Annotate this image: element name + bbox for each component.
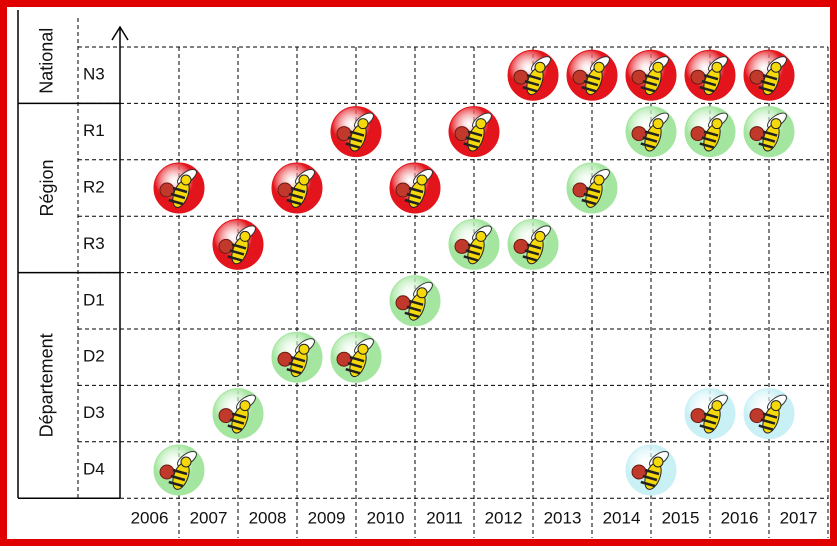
- year-label: 2011: [426, 508, 463, 527]
- team-icon: [154, 445, 204, 495]
- year-label: 2009: [308, 508, 346, 527]
- team-icon: [744, 389, 794, 439]
- level-label: D1: [83, 290, 105, 309]
- team-icon: [508, 219, 558, 269]
- level-label: D3: [83, 403, 105, 422]
- level-label: R2: [83, 177, 105, 196]
- team-icon: [626, 50, 676, 100]
- year-label: 2010: [367, 508, 405, 527]
- diagram: N3 National R1 R2 R3 Région D1 D2 D3 D4 Départemen…: [0, 0, 837, 546]
- head: [594, 175, 604, 185]
- team-icon: [213, 219, 263, 269]
- year-label: 2007: [190, 508, 228, 527]
- head: [712, 401, 722, 411]
- head: [476, 119, 486, 129]
- group-label: Département: [37, 333, 57, 437]
- team-icon: [508, 50, 558, 100]
- head: [417, 175, 427, 185]
- head: [771, 119, 781, 129]
- team-icon: [331, 107, 381, 157]
- team-icon: [567, 50, 617, 100]
- head: [653, 62, 663, 72]
- year-label: 2016: [721, 508, 759, 527]
- team-icon: [331, 332, 381, 382]
- team-icon: [567, 163, 617, 213]
- team-icon: [449, 219, 499, 269]
- head: [417, 288, 427, 298]
- year-label: 2012: [485, 508, 523, 527]
- page: {"groups": [ {"label": "National", "leve…: [0, 0, 837, 551]
- group-label: National: [37, 28, 57, 94]
- head: [181, 457, 191, 467]
- level-label: N3: [83, 65, 105, 84]
- head: [771, 401, 781, 411]
- team-icon: [685, 107, 735, 157]
- team-icon: [272, 163, 322, 213]
- head: [535, 62, 545, 72]
- head: [240, 231, 250, 241]
- year-label: 2013: [544, 508, 582, 527]
- level-label: D4: [83, 459, 105, 478]
- team-icon: [449, 107, 499, 157]
- level-label: D2: [83, 347, 105, 366]
- year-label: 2014: [603, 508, 641, 527]
- head: [299, 344, 309, 354]
- head: [712, 62, 722, 72]
- head: [771, 62, 781, 72]
- year-label: 2006: [131, 508, 169, 527]
- team-icon: [272, 332, 322, 382]
- head: [240, 401, 250, 411]
- team-icon: [154, 163, 204, 213]
- head: [653, 457, 663, 467]
- head: [535, 231, 545, 241]
- team-icon: [213, 389, 263, 439]
- head: [358, 119, 368, 129]
- team-icon: [626, 445, 676, 495]
- level-label: R1: [83, 121, 105, 140]
- year-label: 2008: [249, 508, 287, 527]
- level-label: R3: [83, 234, 105, 253]
- team-icon: [685, 50, 735, 100]
- team-icon: [685, 389, 735, 439]
- head: [476, 231, 486, 241]
- team-icon: [744, 50, 794, 100]
- head: [181, 175, 191, 185]
- head: [653, 119, 663, 129]
- head: [299, 175, 309, 185]
- team-icon: [626, 107, 676, 157]
- group-label: Région: [37, 159, 57, 216]
- year-label: 2015: [662, 508, 700, 527]
- head: [594, 62, 604, 72]
- team-icon: [390, 163, 440, 213]
- head: [712, 119, 722, 129]
- head: [358, 344, 368, 354]
- team-icon: [744, 107, 794, 157]
- year-label: 2017: [780, 508, 818, 527]
- team-icon: [390, 276, 440, 326]
